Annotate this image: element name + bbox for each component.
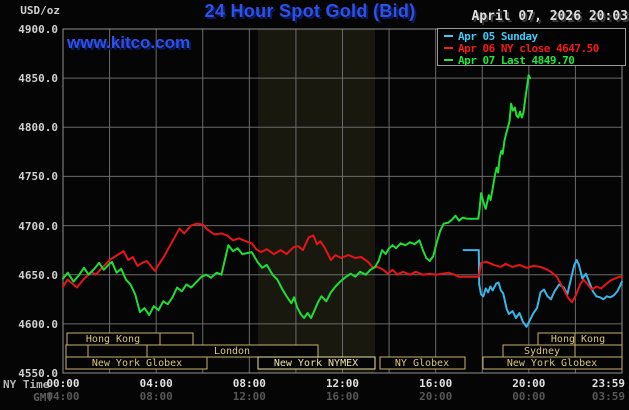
session-box <box>65 344 89 358</box>
x-axis-tick-gmt: 20:00 <box>419 390 453 403</box>
y-axis-tick-label: 4550.0 <box>18 367 58 380</box>
y-axis-tick-label: 4900.0 <box>18 23 58 36</box>
plot-border <box>62 28 623 374</box>
x-axis-tick-gmt: 03:59 <box>591 390 625 403</box>
y-axis-unit-label: USD/oz <box>20 4 60 17</box>
nymex-floor-band <box>257 29 376 373</box>
x-axis-tick-ny: 00:00 <box>46 377 80 390</box>
session-label: Sydney <box>523 346 561 357</box>
legend-item-apr06: Apr 06 NY close 4647.50 <box>444 41 625 55</box>
x-axis-tick-ny: 20:00 <box>512 377 546 390</box>
x-axis-gmt-label: GMT <box>33 391 53 404</box>
legend-item-label: Apr 06 NY close 4647.50 <box>458 41 599 55</box>
session-box <box>65 356 208 370</box>
legend-item-apr05: Apr 05 Sunday <box>444 29 625 43</box>
session-label: NY Globex <box>394 358 450 369</box>
y-axis-tick-label: 4650.0 <box>18 268 58 282</box>
legend-item-label: Apr 05 Sunday <box>458 29 538 43</box>
series-line-apr07 <box>62 74 531 319</box>
session-label: New York NYMEX <box>273 358 359 369</box>
y-axis-tick-label: 4850.0 <box>18 72 58 86</box>
session-label: New York Globex <box>506 358 598 369</box>
y-axis-tick-label: 4600.0 <box>18 317 58 331</box>
x-axis-tick-gmt: 08:00 <box>139 390 173 403</box>
legend-color-dash-icon <box>444 47 453 49</box>
y-axis-tick-label: 4800.0 <box>18 121 58 135</box>
session-label: Hong Kong <box>85 334 141 345</box>
legend-color-dash-icon <box>444 59 453 61</box>
y-axis-tick-label: 4700.0 <box>18 219 58 233</box>
x-axis-tick-gmt: 16:00 <box>325 390 360 403</box>
session-label: Hong Kong <box>550 334 606 345</box>
session-box <box>379 356 466 370</box>
kitco-watermark-link[interactable]: www.kitco.com <box>67 33 191 52</box>
chart-datetime: April 07, 2026 20:03 <box>471 9 628 24</box>
legend-item-apr07: Apr 07 Last 4849.70 <box>444 53 625 67</box>
x-axis-tick-gmt: 12:00 <box>232 390 266 403</box>
x-axis-tick-gmt: 04:00 <box>46 390 80 403</box>
x-axis-tick-gmt: 00:00 <box>512 390 546 403</box>
x-axis-tick-ny: 08:00 <box>232 377 266 390</box>
y-axis-tick-label: 4750.0 <box>18 170 58 184</box>
session-box <box>257 356 376 370</box>
legend-color-dash-icon <box>444 35 453 37</box>
x-axis-tick-ny: 04:00 <box>139 377 173 390</box>
x-axis-tick-ny: 12:00 <box>325 377 360 390</box>
series-line-apr05 <box>462 249 623 328</box>
x-axis-tick-ny: 16:00 <box>419 377 453 390</box>
series-line-apr06 <box>62 222 623 304</box>
session-box <box>146 344 319 358</box>
legend-box: Apr 05 Sunday Apr 06 NY close 4647.50 Apr … <box>437 28 626 67</box>
x-axis-tick-ny: 23:59 <box>591 377 625 390</box>
session-box <box>482 356 623 370</box>
chart-title: 24 Hour Spot Gold (Bid) <box>204 1 416 21</box>
session-label: London <box>213 346 251 357</box>
x-axis-ny-time-label: NY Time <box>3 378 50 391</box>
session-label: New York Globex <box>91 358 183 369</box>
legend-item-label: Apr 07 Last 4849.70 <box>458 53 575 67</box>
session-box <box>87 344 148 358</box>
